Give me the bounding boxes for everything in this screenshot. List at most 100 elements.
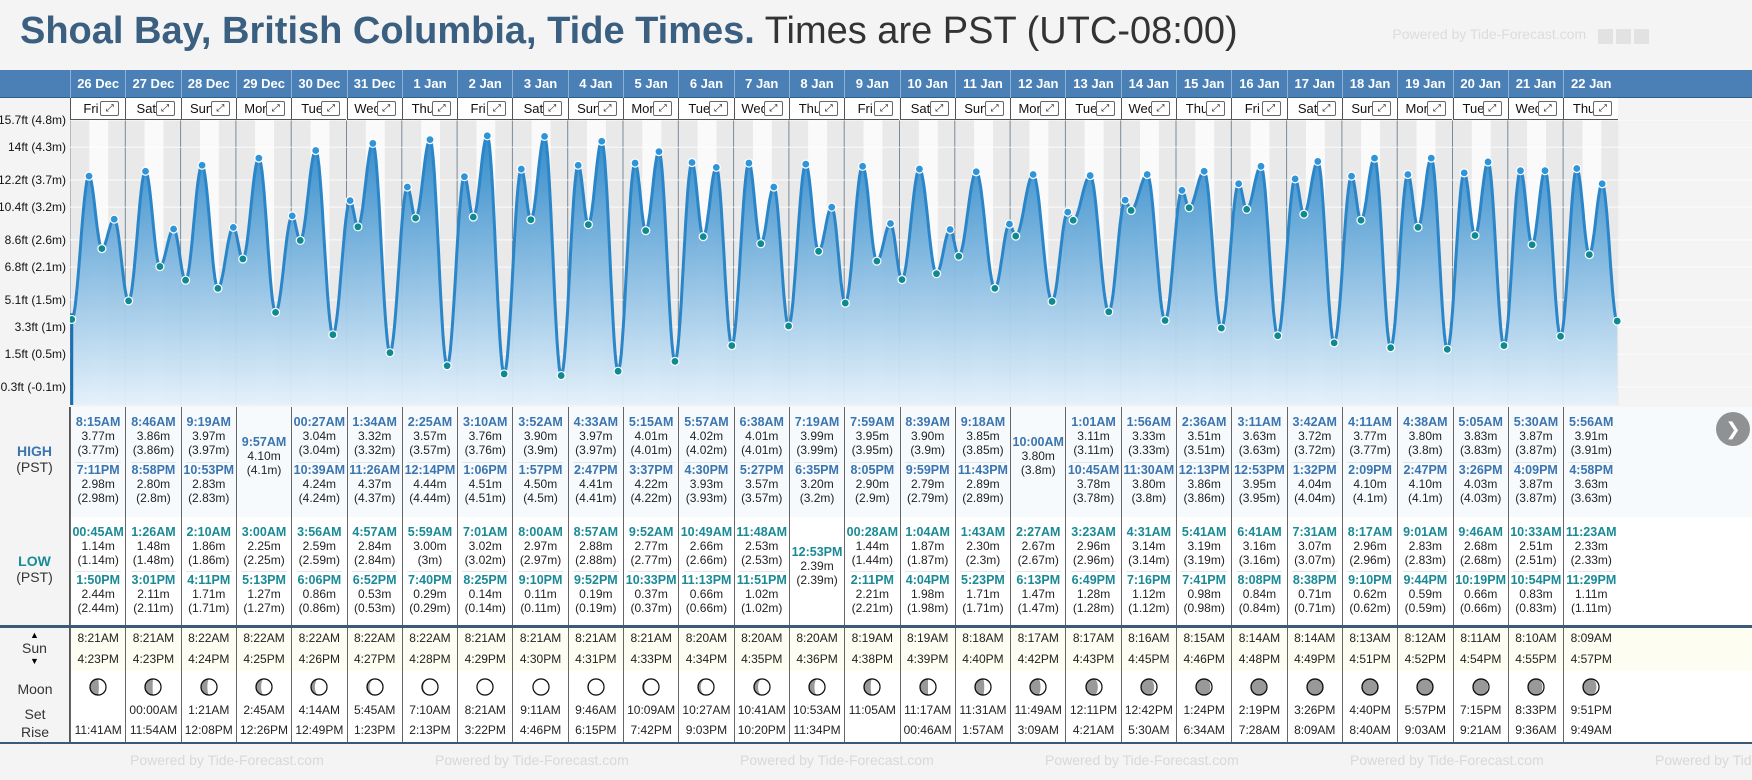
low-tide-point[interactable] (1184, 203, 1194, 213)
high-tide-point[interactable] (1540, 166, 1550, 176)
high-tide-point[interactable] (482, 131, 492, 141)
next-page-button[interactable]: ❯ (1716, 412, 1750, 446)
high-tide-point[interactable] (345, 196, 355, 206)
low-tide-point[interactable] (238, 254, 248, 264)
low-tide-point[interactable] (1442, 344, 1452, 355)
expand-day-button[interactable]: ⤢ (708, 101, 728, 116)
high-tide-point[interactable] (1515, 166, 1526, 176)
high-tide-point[interactable] (1063, 207, 1073, 217)
high-tide-point[interactable] (687, 157, 697, 168)
low-tide-point[interactable] (328, 330, 338, 340)
footer-powered-by[interactable]: Powered by Tide-Forecast.com (1350, 752, 1544, 768)
low-tide-point[interactable] (698, 232, 708, 242)
low-tide-point[interactable] (1413, 222, 1423, 232)
low-tide-point[interactable] (213, 283, 223, 293)
low-tide-point[interactable] (97, 243, 107, 254)
low-tide-point[interactable] (1068, 215, 1078, 225)
high-tide-point[interactable] (1028, 169, 1038, 180)
high-tide-point[interactable] (857, 161, 868, 171)
high-tide-point[interactable] (287, 211, 297, 221)
high-tide-point[interactable] (140, 166, 151, 176)
low-tide-point[interactable] (897, 275, 907, 285)
expand-day-button[interactable]: ⤢ (1040, 101, 1060, 116)
high-tide-point[interactable] (711, 162, 721, 173)
expand-day-button[interactable]: ⤢ (155, 101, 175, 116)
expand-day-button[interactable]: ⤢ (210, 101, 230, 116)
low-tide-point[interactable] (727, 340, 737, 351)
expand-day-button[interactable]: ⤢ (1372, 101, 1392, 116)
expand-day-button[interactable]: ⤢ (874, 101, 894, 116)
high-tide-point[interactable] (1426, 153, 1436, 163)
low-tide-point[interactable] (353, 222, 363, 232)
low-tide-point[interactable] (1216, 323, 1226, 333)
high-tide-point[interactable] (1597, 179, 1607, 189)
low-tide-point[interactable] (1527, 240, 1537, 250)
expand-day-button[interactable]: ⤢ (1150, 101, 1170, 116)
high-tide-point[interactable] (654, 147, 664, 157)
low-tide-point[interactable] (641, 226, 651, 236)
low-tide-point[interactable] (442, 361, 452, 371)
footer-powered-by[interactable]: Powered by Tide-Forecast.com (1655, 752, 1752, 768)
footer-powered-by[interactable]: Powered by Tide-Forecast.com (435, 752, 629, 768)
high-tide-point[interactable] (169, 224, 179, 234)
high-tide-point[interactable] (769, 182, 779, 192)
low-tide-point[interactable] (468, 212, 478, 222)
high-tide-point[interactable] (971, 167, 981, 177)
low-tide-point[interactable] (1299, 209, 1309, 219)
low-tide-point[interactable] (670, 356, 680, 366)
low-tide-point[interactable] (1104, 307, 1114, 317)
expand-day-button[interactable]: ⤢ (432, 101, 452, 116)
high-tide-point[interactable] (801, 159, 811, 169)
high-tide-point[interactable] (1290, 174, 1300, 184)
high-tide-point[interactable] (1120, 195, 1130, 205)
expand-day-button[interactable]: ⤢ (1316, 101, 1336, 116)
low-tide-point[interactable] (813, 246, 824, 256)
expand-day-button[interactable]: ⤢ (929, 101, 949, 116)
low-tide-point[interactable] (1011, 231, 1021, 241)
low-tide-point[interactable] (931, 269, 942, 279)
low-tide-point[interactable] (954, 251, 964, 261)
low-tide-point[interactable] (1386, 343, 1396, 353)
low-tide-point[interactable] (1242, 204, 1252, 214)
expand-day-button[interactable]: ⤢ (266, 101, 286, 116)
expand-day-button[interactable]: ⤢ (376, 101, 396, 116)
high-tide-point[interactable] (1346, 171, 1357, 181)
high-tide-point[interactable] (573, 160, 583, 170)
powered-by-link[interactable]: Powered by Tide-Forecast.com (1392, 26, 1652, 44)
high-tide-point[interactable] (459, 172, 469, 182)
expand-day-button[interactable]: ⤢ (597, 101, 617, 116)
high-tide-point[interactable] (1256, 161, 1266, 171)
expand-day-button[interactable]: ⤢ (1538, 101, 1558, 116)
footer-powered-by[interactable]: Powered by Tide-Forecast.com (740, 752, 934, 768)
low-tide-point[interactable] (124, 296, 134, 306)
footer-powered-by[interactable]: Powered by Tide-Forecast.com (1045, 752, 1239, 768)
expand-day-button[interactable]: ⤢ (1593, 101, 1613, 116)
high-tide-point[interactable] (109, 214, 119, 224)
expand-day-button[interactable]: ⤢ (1482, 101, 1502, 116)
high-tide-point[interactable] (1085, 170, 1095, 181)
high-tide-point[interactable] (425, 135, 435, 145)
expand-day-button[interactable]: ⤢ (819, 101, 839, 116)
low-tide-point[interactable] (990, 283, 1000, 293)
high-tide-point[interactable] (885, 218, 896, 229)
expand-day-button[interactable]: ⤢ (1095, 101, 1115, 116)
low-tide-point[interactable] (1499, 340, 1509, 351)
low-tide-point[interactable] (70, 314, 77, 325)
low-tide-point[interactable] (270, 307, 281, 317)
high-tide-point[interactable] (228, 222, 238, 232)
expand-day-button[interactable]: ⤢ (985, 101, 1005, 116)
high-tide-point[interactable] (1177, 185, 1187, 195)
low-tide-point[interactable] (526, 215, 536, 225)
low-tide-point[interactable] (840, 298, 850, 308)
low-tide-point[interactable] (1126, 205, 1136, 216)
high-tide-point[interactable] (84, 171, 94, 181)
low-tide-point[interactable] (1555, 331, 1566, 341)
high-tide-point[interactable] (597, 136, 607, 146)
high-tide-point[interactable] (1459, 168, 1469, 178)
high-tide-point[interactable] (630, 158, 640, 168)
expand-day-button[interactable]: ⤢ (1427, 101, 1447, 116)
high-tide-point[interactable] (1572, 163, 1582, 174)
high-tide-point[interactable] (1234, 179, 1244, 189)
high-tide-point[interactable] (914, 164, 925, 174)
high-tide-point[interactable] (254, 153, 264, 163)
